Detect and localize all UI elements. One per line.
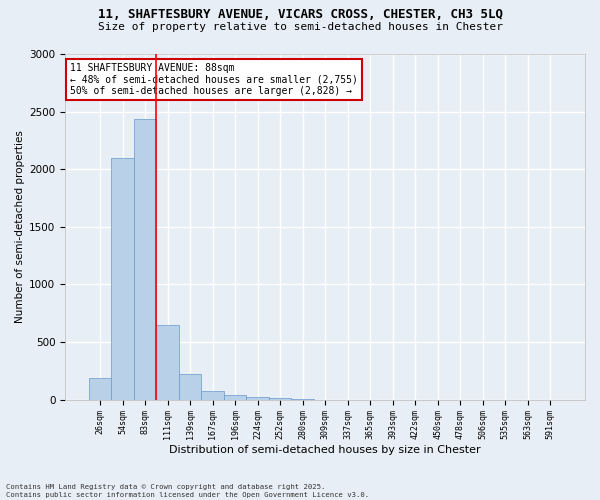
- Bar: [134, 118, 156, 400]
- Bar: [89, 378, 111, 400]
- Y-axis label: Number of semi-detached properties: Number of semi-detached properties: [15, 130, 25, 324]
- Bar: [269, 398, 292, 400]
- Text: 11, SHAFTESBURY AVENUE, VICARS CROSS, CHESTER, CH3 5LQ: 11, SHAFTESBURY AVENUE, VICARS CROSS, CH…: [97, 8, 503, 20]
- Bar: [292, 399, 314, 400]
- Bar: [224, 394, 247, 400]
- Bar: [247, 397, 269, 400]
- Bar: [201, 390, 224, 400]
- Text: Contains HM Land Registry data © Crown copyright and database right 2025.
Contai: Contains HM Land Registry data © Crown c…: [6, 484, 369, 498]
- Text: Size of property relative to semi-detached houses in Chester: Size of property relative to semi-detach…: [97, 22, 503, 32]
- Bar: [111, 158, 134, 400]
- Bar: [179, 374, 201, 400]
- X-axis label: Distribution of semi-detached houses by size in Chester: Distribution of semi-detached houses by …: [169, 445, 481, 455]
- Bar: [156, 325, 179, 400]
- Text: 11 SHAFTESBURY AVENUE: 88sqm
← 48% of semi-detached houses are smaller (2,755)
5: 11 SHAFTESBURY AVENUE: 88sqm ← 48% of se…: [70, 62, 358, 96]
